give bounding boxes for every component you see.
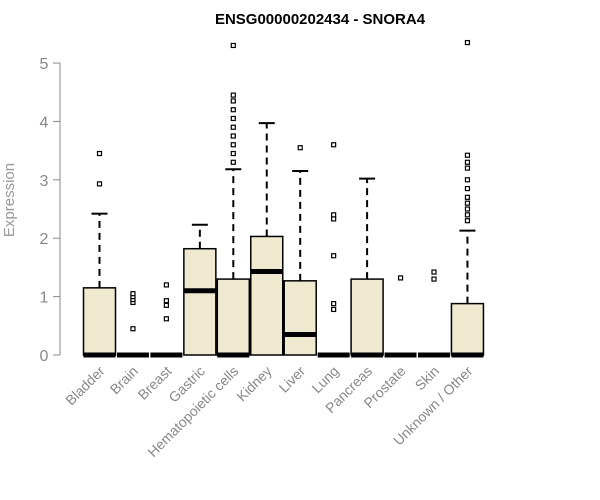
chart-title: ENSG00000202434 - SNORA4 [215, 11, 426, 28]
outlier-point [96, 181, 103, 187]
outlier-point [230, 115, 236, 122]
outlier-point [230, 92, 236, 98]
box-group [350, 177, 384, 358]
outlier-point [230, 142, 236, 148]
box [216, 278, 251, 356]
outlier-point [464, 159, 471, 165]
outlier-point [464, 185, 471, 192]
outlier-point [130, 326, 136, 332]
y-axis-label: Expression [1, 163, 18, 237]
outlier-point [331, 306, 337, 313]
outlier-point [431, 269, 437, 275]
outlier-point [464, 206, 471, 212]
outlier-point [163, 282, 169, 288]
outlier-point [397, 275, 404, 281]
box-group [216, 42, 251, 358]
outlier-point [230, 124, 236, 130]
box-group [384, 275, 417, 358]
y-tick-label: 2 [40, 231, 49, 248]
box-group [82, 150, 117, 358]
box [82, 287, 117, 356]
x-tick-label: Bladder [62, 363, 108, 409]
y-tick-label: 0 [40, 348, 49, 365]
y-axis: 0 1 2 3 4 5 [40, 56, 61, 365]
outlier-point [331, 253, 337, 259]
outlier-point [464, 165, 471, 171]
outlier-point [464, 152, 471, 158]
outlier-point [230, 42, 236, 49]
x-tick-label: Liver [276, 363, 309, 396]
y-tick-label: 4 [40, 114, 49, 131]
outlier-point [230, 150, 236, 157]
box-group [317, 142, 350, 358]
box-group [283, 145, 317, 356]
outlier-point [331, 301, 337, 307]
box [350, 278, 384, 356]
outlier-point [230, 133, 236, 139]
y-tick-label: 5 [40, 56, 49, 73]
box-group [418, 269, 450, 358]
outlier-point [464, 177, 471, 183]
box-group [150, 282, 183, 358]
outlier-point [464, 218, 471, 224]
y-tick-label: 1 [40, 290, 49, 307]
outlier-point [230, 159, 236, 165]
outlier-point [331, 216, 337, 222]
outlier-point [163, 302, 169, 308]
outlier-point [163, 298, 169, 304]
outlier-point [130, 291, 136, 297]
outlier-point [464, 200, 471, 206]
box-group [183, 223, 217, 356]
outlier-point [331, 212, 337, 218]
outlier-point [230, 107, 236, 113]
x-tick-label: Kidney [233, 363, 275, 405]
box-group [450, 39, 485, 358]
outlier-point [163, 316, 169, 322]
outlier-point [96, 150, 103, 157]
box [283, 280, 317, 356]
outlier-point [464, 39, 471, 46]
outlier-point [331, 142, 337, 148]
box-group [116, 291, 149, 358]
outlier-point [297, 145, 303, 151]
y-tick-label: 3 [40, 173, 49, 190]
outlier-point [464, 194, 471, 200]
box-series [82, 39, 485, 358]
outlier-point [230, 98, 236, 104]
box-group [250, 122, 284, 356]
box [450, 302, 485, 356]
box [183, 247, 217, 356]
outlier-point [431, 276, 437, 282]
box [250, 235, 284, 356]
outlier-point [464, 212, 471, 218]
